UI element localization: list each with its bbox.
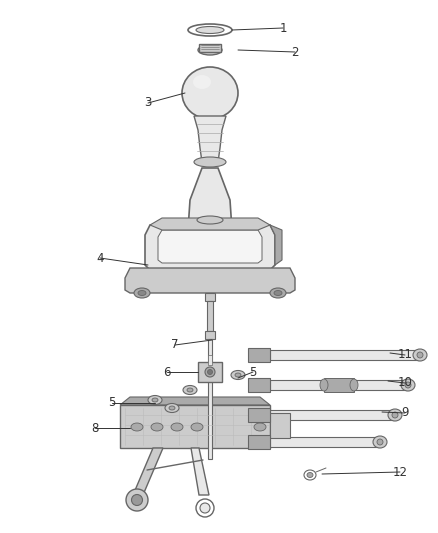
Bar <box>270 380 408 390</box>
Ellipse shape <box>151 423 163 431</box>
Bar <box>248 435 270 449</box>
Ellipse shape <box>193 75 211 89</box>
Ellipse shape <box>320 379 328 391</box>
Ellipse shape <box>200 503 210 513</box>
Ellipse shape <box>417 352 423 358</box>
Text: 8: 8 <box>91 422 99 434</box>
Ellipse shape <box>152 398 158 402</box>
Ellipse shape <box>131 495 142 505</box>
Polygon shape <box>145 225 275 270</box>
Bar <box>208 355 212 365</box>
Ellipse shape <box>169 406 175 410</box>
Bar <box>270 437 380 447</box>
Ellipse shape <box>182 67 238 119</box>
Ellipse shape <box>388 409 402 421</box>
Ellipse shape <box>304 470 316 480</box>
Bar <box>198 362 222 382</box>
Ellipse shape <box>131 423 143 431</box>
Text: 5: 5 <box>108 397 116 409</box>
Ellipse shape <box>134 288 150 298</box>
Ellipse shape <box>270 288 286 298</box>
Text: 7: 7 <box>171 338 179 351</box>
Ellipse shape <box>392 412 398 418</box>
Ellipse shape <box>165 403 179 413</box>
Bar <box>270 350 420 360</box>
Bar <box>199 44 221 52</box>
Ellipse shape <box>138 290 146 295</box>
Ellipse shape <box>413 349 427 361</box>
Ellipse shape <box>350 379 358 391</box>
Polygon shape <box>191 448 209 495</box>
Text: 3: 3 <box>144 96 152 109</box>
Polygon shape <box>188 168 232 230</box>
Ellipse shape <box>231 370 245 379</box>
Polygon shape <box>133 448 163 495</box>
Ellipse shape <box>208 369 212 375</box>
Text: 4: 4 <box>96 252 104 264</box>
Bar <box>248 348 270 362</box>
Bar <box>324 378 354 392</box>
Ellipse shape <box>196 499 214 517</box>
Bar <box>205 293 215 301</box>
Text: 9: 9 <box>401 407 409 419</box>
Bar <box>208 339 212 459</box>
Ellipse shape <box>373 436 387 448</box>
Bar <box>270 413 290 438</box>
Polygon shape <box>158 230 262 263</box>
Bar <box>205 331 215 339</box>
Polygon shape <box>120 405 270 448</box>
Polygon shape <box>125 268 295 293</box>
Ellipse shape <box>198 45 222 55</box>
Bar <box>248 408 270 422</box>
Text: 11: 11 <box>398 349 413 361</box>
Ellipse shape <box>197 216 223 224</box>
Polygon shape <box>270 225 282 265</box>
Bar <box>270 410 395 420</box>
Ellipse shape <box>254 423 266 431</box>
Ellipse shape <box>377 439 383 445</box>
Text: 12: 12 <box>392 465 407 479</box>
Text: 2: 2 <box>291 45 299 59</box>
Polygon shape <box>150 218 270 230</box>
Ellipse shape <box>187 388 193 392</box>
Ellipse shape <box>171 423 183 431</box>
Ellipse shape <box>188 24 232 36</box>
Ellipse shape <box>405 382 411 388</box>
Text: 10: 10 <box>398 376 413 390</box>
Ellipse shape <box>194 157 226 167</box>
Text: 1: 1 <box>279 21 287 35</box>
Ellipse shape <box>205 367 215 377</box>
Text: 5: 5 <box>249 366 257 378</box>
Ellipse shape <box>401 379 415 391</box>
Ellipse shape <box>126 489 148 511</box>
Ellipse shape <box>274 290 282 295</box>
Text: 6: 6 <box>163 366 171 378</box>
Ellipse shape <box>196 27 224 34</box>
Ellipse shape <box>307 472 313 478</box>
Bar <box>248 378 270 392</box>
Polygon shape <box>194 116 226 162</box>
Polygon shape <box>120 397 270 405</box>
Ellipse shape <box>183 385 197 394</box>
Bar <box>207 301 213 331</box>
Ellipse shape <box>191 423 203 431</box>
Ellipse shape <box>148 395 162 405</box>
Ellipse shape <box>235 373 241 377</box>
